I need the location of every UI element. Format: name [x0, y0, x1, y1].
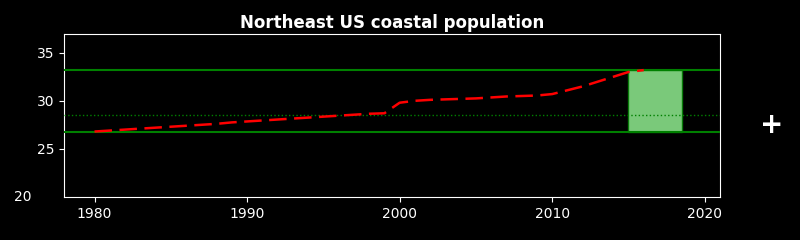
Bar	[629, 70, 682, 132]
Text: +: +	[760, 111, 784, 139]
Text: 20: 20	[14, 190, 31, 204]
Title: Northeast US coastal population: Northeast US coastal population	[240, 14, 544, 32]
